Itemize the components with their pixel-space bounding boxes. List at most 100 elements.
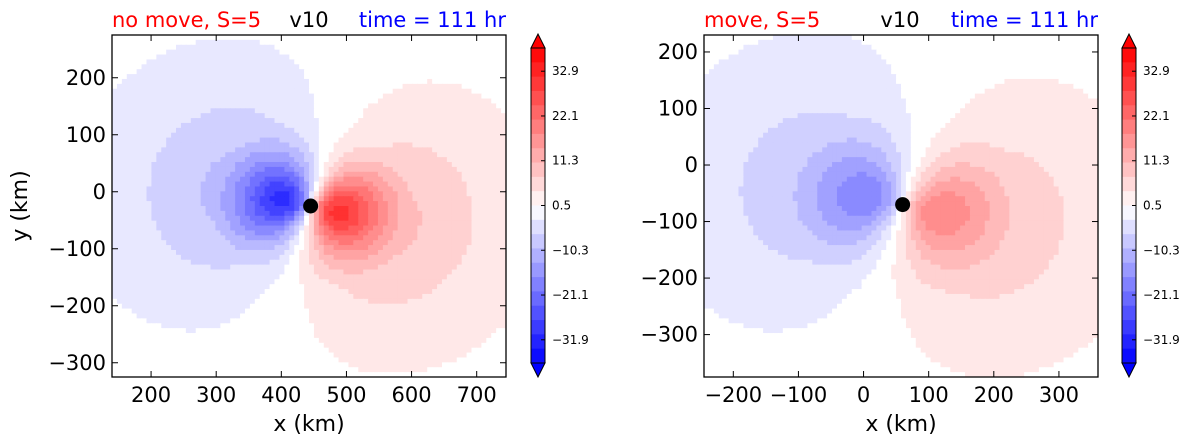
contour-cell [427, 171, 433, 178]
contour-cell [294, 249, 300, 256]
contour-cell [171, 103, 177, 109]
contour-cell [343, 240, 349, 246]
contour-cell [254, 235, 261, 241]
contour-cell [289, 264, 295, 271]
contour-cell [284, 337, 290, 344]
contour-cell [240, 64, 246, 70]
contour-cell [309, 240, 315, 246]
contour-cell [210, 333, 217, 339]
contour-cell [230, 225, 236, 232]
contour-cell [121, 279, 128, 285]
contour-cell [353, 122, 359, 129]
contour-cell [471, 284, 478, 290]
contour-cell [358, 318, 364, 324]
contour-cell [368, 54, 374, 61]
contour-cell [412, 225, 418, 232]
contour-cell [363, 303, 369, 310]
contour-cell [225, 142, 231, 148]
contour-cell [382, 93, 389, 100]
contour-cell [299, 49, 305, 56]
contour-cell [225, 103, 231, 109]
contour-cell [427, 298, 433, 305]
contour-cell [210, 74, 217, 80]
contour-cell [476, 103, 482, 109]
contour-cell [146, 93, 152, 100]
contour-cell [249, 206, 256, 212]
contour-cell [304, 279, 310, 285]
contour-cell [496, 98, 502, 104]
contour-cell [377, 69, 384, 75]
contour-cell [112, 152, 118, 158]
contour-cell [121, 254, 128, 261]
contour-cell [417, 98, 423, 104]
contour-cell [333, 49, 340, 56]
contour-cell [402, 74, 409, 80]
contour-cell [304, 323, 310, 329]
contour-cell [373, 298, 379, 305]
contour-cell [417, 298, 423, 305]
contour-cell [328, 127, 335, 134]
contour-cell [471, 157, 478, 163]
contour-cell [373, 147, 379, 153]
contour-cell [269, 249, 276, 256]
contour-cell [121, 171, 128, 178]
contour-cell [427, 313, 433, 319]
contour-cell [200, 279, 207, 285]
contour-cell [116, 64, 123, 70]
contour-cell [289, 215, 295, 222]
contour-cell [456, 196, 463, 202]
contour-cell [358, 274, 364, 280]
contour-cell [476, 83, 482, 90]
contour-cell [328, 254, 335, 261]
contour-cell [240, 59, 246, 65]
contour-cell [363, 289, 369, 295]
contour-cell [501, 166, 506, 173]
contour-cell [274, 181, 281, 188]
contour-cell [200, 118, 207, 124]
contour-cell [274, 210, 281, 217]
contour-cell [289, 269, 295, 275]
contour-cell [466, 259, 473, 266]
contour-cell [476, 264, 482, 271]
contour-cell [205, 245, 212, 251]
contour-cell [151, 225, 157, 232]
contour-cell [264, 210, 271, 217]
contour-cell [151, 303, 157, 310]
contour-cell [235, 259, 241, 266]
contour-cell [185, 59, 192, 65]
contour-cell [156, 127, 162, 134]
contour-cell [240, 162, 246, 168]
contour-cell [299, 274, 305, 280]
contour-cell [348, 44, 354, 51]
contour-cell [136, 88, 143, 95]
contour-cell [368, 206, 374, 212]
contour-cell [368, 196, 374, 202]
contour-cell [441, 162, 448, 168]
contour-cell [240, 284, 246, 290]
contour-cell [220, 54, 226, 61]
contour-cell [220, 88, 226, 95]
contour-cell [205, 142, 212, 148]
contour-cell [387, 259, 394, 266]
contour-cell [407, 284, 414, 290]
contour-cell [353, 215, 359, 222]
contour-cell [437, 39, 443, 46]
contour-cell [249, 69, 256, 75]
contour-cell [131, 132, 138, 139]
contour-cell [432, 132, 438, 139]
contour-cell [121, 103, 128, 109]
contour-cell [358, 245, 364, 251]
contour-cell [496, 186, 502, 192]
contour-cell [304, 108, 310, 114]
contour-cell [220, 64, 226, 70]
contour-cell [112, 127, 118, 134]
contour-cell [279, 274, 285, 280]
contour-cell [225, 162, 231, 168]
contour-cell [210, 240, 217, 246]
contour-cell [496, 249, 502, 256]
contour-cell [373, 171, 379, 178]
contour-cell [249, 289, 256, 295]
contour-cell [382, 225, 389, 232]
contour-cell [156, 210, 162, 217]
contour-cell [373, 132, 379, 139]
